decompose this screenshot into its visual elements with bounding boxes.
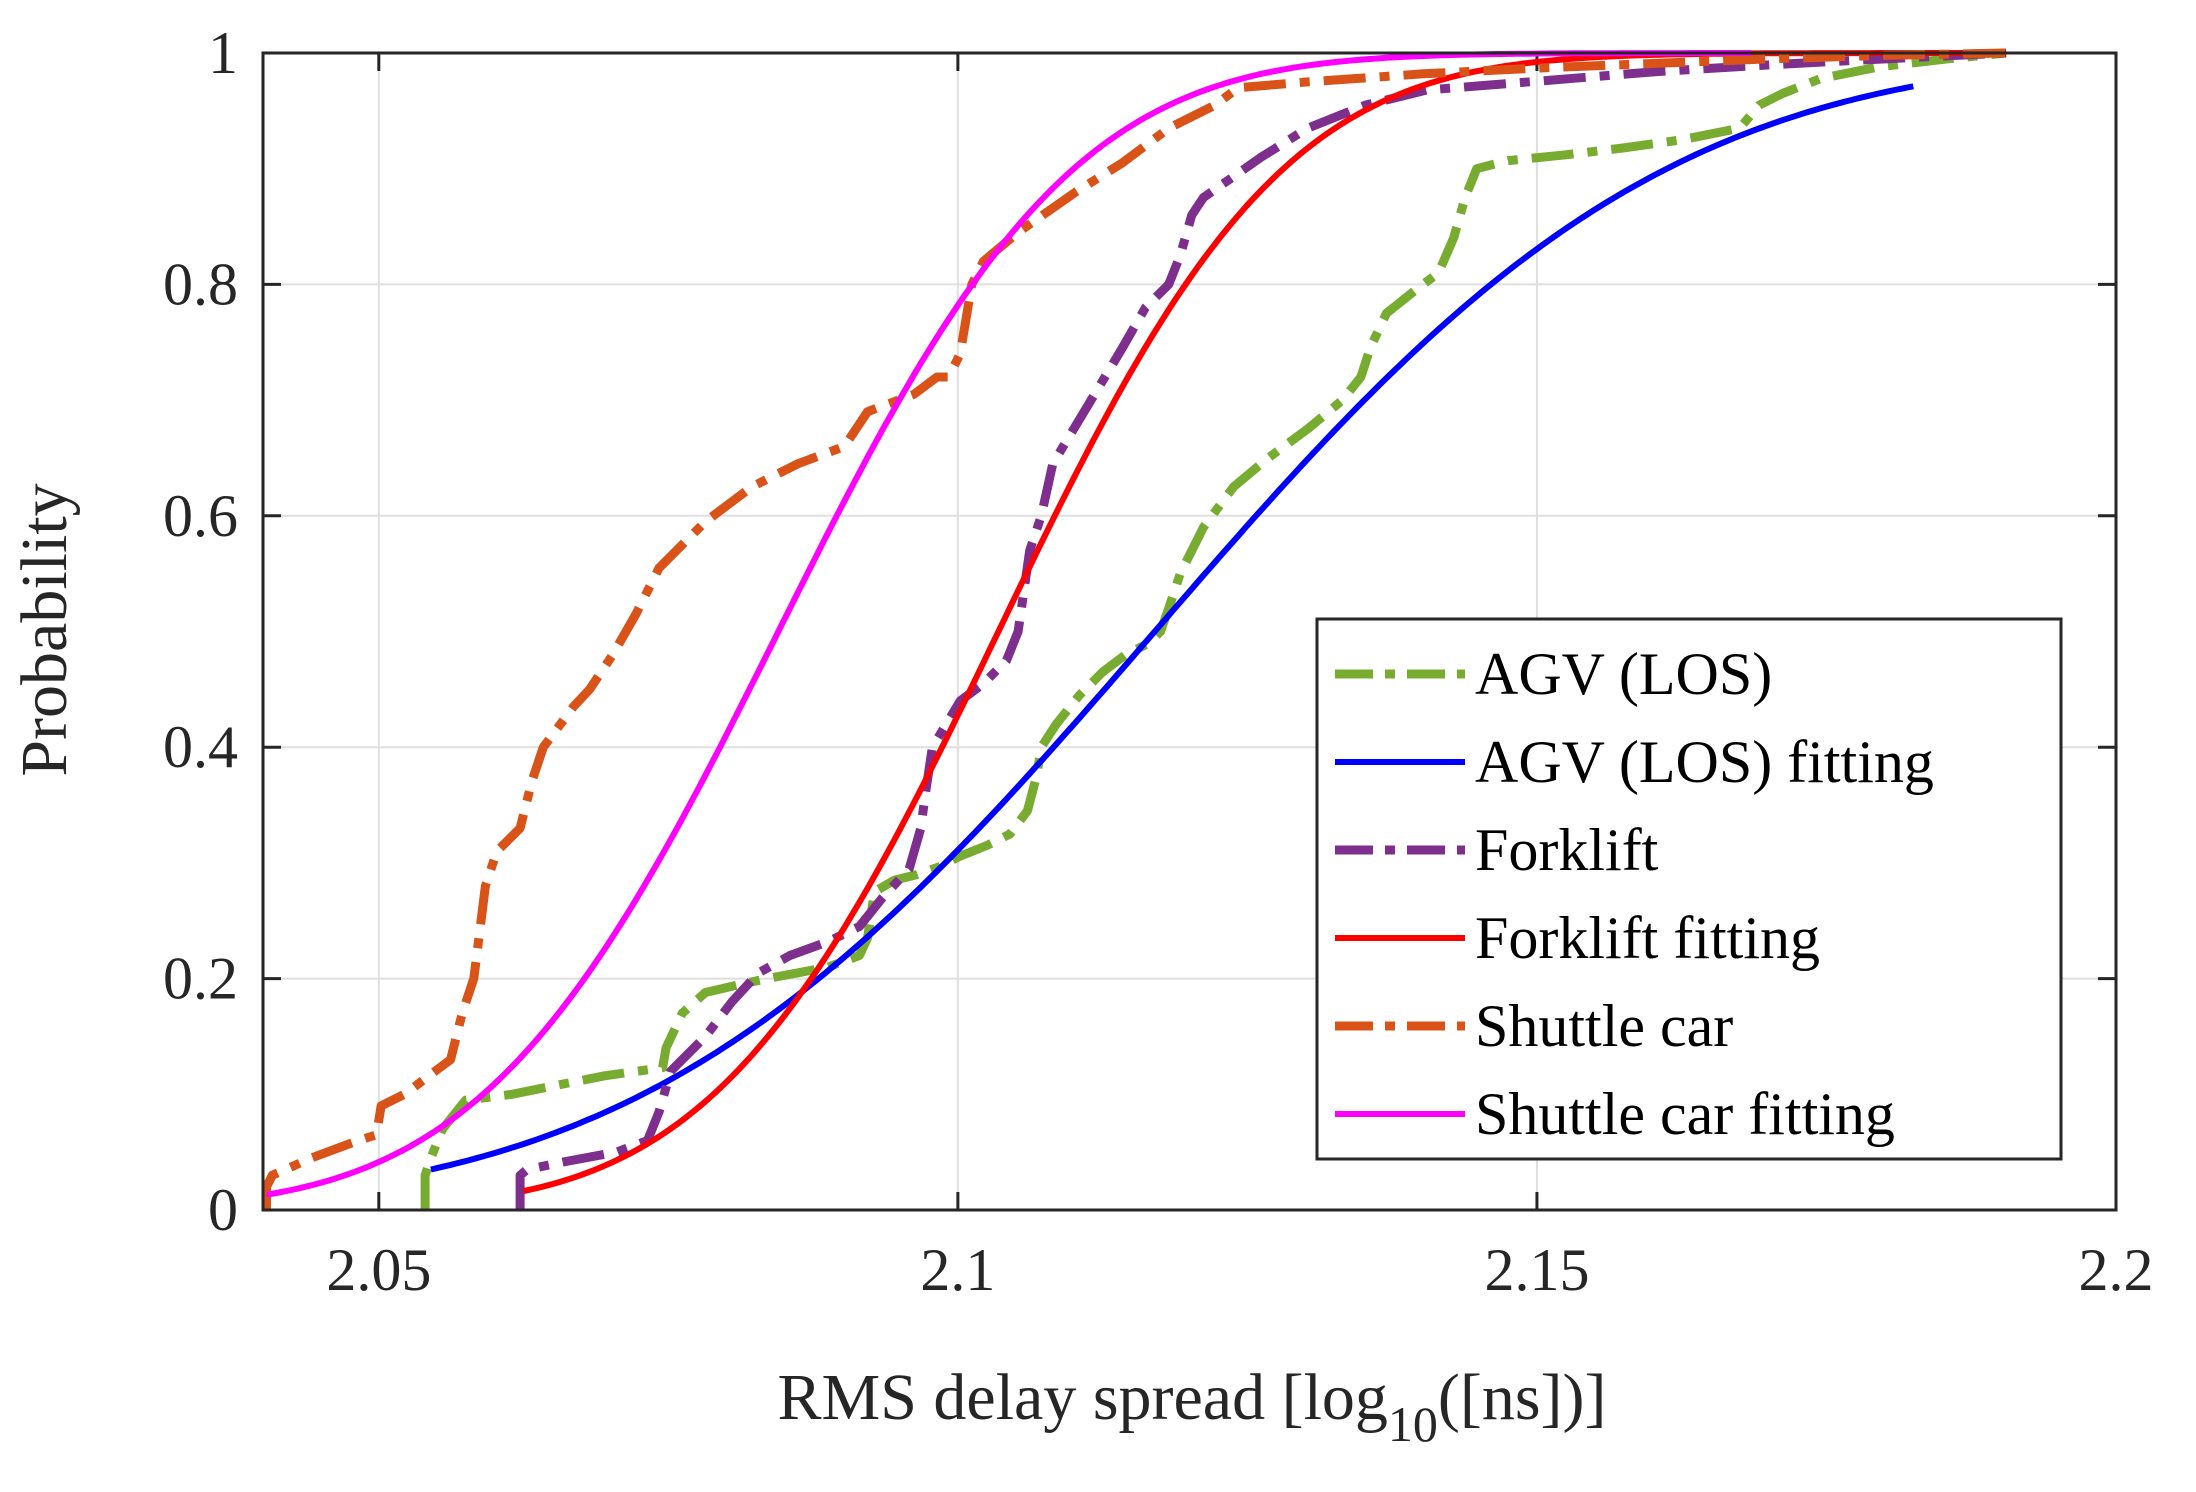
x-axis-label-subscript: 10: [1388, 1396, 1438, 1452]
y-tick-label: 0.6: [163, 483, 238, 549]
series-line-agv-los-fitting: [430, 83, 1914, 1173]
x-axis-label-main: RMS delay spread [log: [778, 1361, 1388, 1434]
x-axis-label-tail: ([ns])]: [1438, 1361, 1607, 1434]
y-tick-label: 0.8: [163, 251, 238, 317]
legend-label-forklift: Forklift: [1475, 817, 1659, 883]
x-tick-label: 2.2: [2079, 1237, 2154, 1303]
axis-ticks: 2.05 2.1 2.15 2.2 0 0.2 0.4 0.6 0.8 1: [163, 20, 2154, 1303]
x-tick-label: 2.05: [326, 1237, 431, 1303]
x-tick-label: 2.1: [920, 1237, 995, 1303]
x-axis-label: RMS delay spread [log10([ns])]: [778, 1361, 1607, 1452]
x-tick-label: 2.15: [1484, 1237, 1589, 1303]
y-tick-label: 1: [208, 20, 238, 86]
plot-area-frame: [261, 51, 2118, 1212]
legend-items: AGV (LOS) AGV (LOS) fitting Forklift Forkli…: [1335, 641, 1934, 1147]
legend-label-agv-los-fitting: AGV (LOS) fitting: [1475, 729, 1934, 795]
y-tick-label: 0.2: [163, 946, 238, 1012]
legend-label-forklift-fitting: Forklift fitting: [1475, 905, 1820, 971]
legend-label-agv-los: AGV (LOS): [1475, 641, 1772, 707]
series-line-forklift: [515, 48, 2007, 1210]
series-line-shuttle-car: [262, 48, 2007, 1210]
legend-label-shuttle-car-fitting: Shuttle car fitting: [1475, 1081, 1895, 1147]
legend-box: [1315, 617, 2063, 1161]
y-axis-label: Probability: [8, 483, 81, 776]
y-tick-label: 0.4: [163, 714, 238, 780]
legend: AGV (LOS) AGV (LOS) fitting Forklift Forkli…: [1315, 617, 2063, 1161]
series-line-agv-los: [420, 48, 2007, 1210]
legend-label-shuttle-car: Shuttle car: [1475, 993, 1733, 1059]
y-tick-label: 0: [208, 1177, 238, 1243]
